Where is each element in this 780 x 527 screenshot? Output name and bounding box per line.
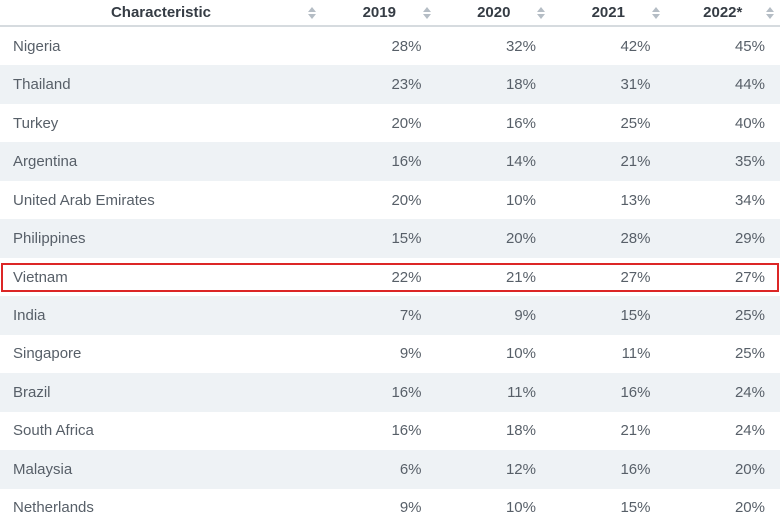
row-characteristic-label: Argentina xyxy=(13,153,78,171)
value-2019: 23% xyxy=(391,76,422,94)
column-header-2022[interactable]: 2022* xyxy=(666,0,780,25)
value-2019: 28% xyxy=(391,37,422,55)
row-characteristic-label: Vietnam xyxy=(13,268,68,286)
value-2019: 16% xyxy=(391,383,422,401)
table-row: Thailand 23% 18% 31% 44% xyxy=(0,65,780,104)
sort-arrows-icon[interactable] xyxy=(308,6,316,19)
row-characteristic-label: India xyxy=(13,307,46,325)
value-2020: 20% xyxy=(505,230,536,248)
value-2019: 20% xyxy=(391,191,422,209)
value-2019: 7% xyxy=(399,307,422,325)
value-2022: 20% xyxy=(734,499,765,517)
value-2021: 16% xyxy=(620,460,651,478)
value-2019: 20% xyxy=(391,114,422,132)
value-2020: 11% xyxy=(507,383,536,401)
value-2022: 45% xyxy=(734,37,765,55)
value-2022: 35% xyxy=(734,153,765,171)
column-header-label: 2021 xyxy=(591,4,625,21)
value-2021: 25% xyxy=(620,114,651,132)
value-2021: 21% xyxy=(620,153,651,171)
table-row: Turkey 20% 16% 25% 40% xyxy=(0,103,780,143)
value-2019: 15% xyxy=(391,230,422,248)
value-2020: 14% xyxy=(505,153,536,171)
row-characteristic-label: Singapore xyxy=(13,345,82,363)
column-header-label: 2020 xyxy=(477,4,511,21)
value-2020: 9% xyxy=(514,307,536,325)
value-2022: 40% xyxy=(734,114,765,132)
value-2021: 28% xyxy=(620,230,651,248)
row-characteristic-label: Brazil xyxy=(13,383,51,401)
value-2020: 16% xyxy=(505,114,536,132)
column-header-label: Characteristic xyxy=(110,4,212,21)
value-2021: 27% xyxy=(620,268,651,286)
value-2021: 16% xyxy=(620,383,651,401)
table-row: Netherlands 9% 10% 15% 20% xyxy=(0,488,780,527)
value-2020: 32% xyxy=(505,37,536,55)
table-row: United Arab Emirates 20% 10% 13% 34% xyxy=(0,180,780,220)
row-characteristic-label: Malaysia xyxy=(13,460,73,478)
table-row: Malaysia 6% 12% 16% 20% xyxy=(0,450,780,489)
column-header-characteristic[interactable]: Characteristic xyxy=(0,0,322,25)
value-2019: 16% xyxy=(391,153,422,171)
column-header-label: 2019 xyxy=(362,4,396,21)
value-2020: 12% xyxy=(505,460,536,478)
value-2022: 27% xyxy=(734,268,765,286)
row-characteristic-label: United Arab Emirates xyxy=(13,191,155,209)
value-2020: 21% xyxy=(505,268,536,286)
row-characteristic-label: Nigeria xyxy=(13,37,61,55)
value-2022: 20% xyxy=(734,460,765,478)
value-2019: 16% xyxy=(391,422,422,440)
value-2021: 13% xyxy=(620,191,651,209)
value-2022: 25% xyxy=(734,345,765,363)
table-header-row: Characteristic 2019 2020 2021 2022* xyxy=(0,0,780,27)
table-row: Vietnam 22% 21% 27% 27% xyxy=(0,257,780,297)
value-2022: 44% xyxy=(734,76,765,94)
column-header-2019[interactable]: 2019 xyxy=(322,0,437,25)
value-2019: 22% xyxy=(391,268,422,286)
value-2021: 42% xyxy=(620,37,651,55)
value-2021: 31% xyxy=(620,76,651,94)
sort-arrows-icon[interactable] xyxy=(537,6,545,19)
value-2022: 25% xyxy=(734,307,765,325)
value-2019: 6% xyxy=(399,460,422,478)
table-row: Argentina 16% 14% 21% 35% xyxy=(0,142,780,181)
value-2020: 10% xyxy=(505,191,536,209)
sort-arrows-icon[interactable] xyxy=(422,6,431,19)
column-header-2021[interactable]: 2021 xyxy=(551,0,666,25)
sort-arrows-icon[interactable] xyxy=(766,6,774,19)
row-characteristic-label: Thailand xyxy=(13,76,71,94)
sort-arrows-icon[interactable] xyxy=(651,6,660,19)
row-characteristic-label: Turkey xyxy=(13,114,59,132)
value-2022: 24% xyxy=(734,383,765,401)
table-body: Nigeria 28% 32% 42% 45% Thailand 23% 18%… xyxy=(0,27,780,527)
column-header-2020[interactable]: 2020 xyxy=(437,0,552,25)
value-2021: 15% xyxy=(620,499,651,517)
table-row: Nigeria 28% 32% 42% 45% xyxy=(0,27,780,66)
value-2020: 10% xyxy=(505,345,536,363)
column-header-label: 2022* xyxy=(703,4,743,21)
table-row: Philippines 15% 20% 28% 29% xyxy=(0,219,780,258)
row-characteristic-label: Netherlands xyxy=(13,499,94,517)
value-2020: 18% xyxy=(505,76,536,94)
value-2021: 15% xyxy=(620,307,651,325)
value-2021: 11% xyxy=(621,345,651,363)
table-row: Brazil 16% 11% 16% 24% xyxy=(0,373,780,412)
value-2019: 9% xyxy=(399,345,422,363)
row-characteristic-label: Philippines xyxy=(13,230,86,248)
row-characteristic-label: South Africa xyxy=(13,422,94,440)
table-row: India 7% 9% 15% 25% xyxy=(0,296,780,335)
table-row: South Africa 16% 18% 21% 24% xyxy=(0,411,780,451)
value-2022: 34% xyxy=(734,191,765,209)
value-2020: 18% xyxy=(505,422,536,440)
table-row: Singapore 9% 10% 11% 25% xyxy=(0,334,780,374)
value-2019: 9% xyxy=(399,499,422,517)
value-2022: 24% xyxy=(734,422,765,440)
value-2022: 29% xyxy=(734,230,765,248)
value-2020: 10% xyxy=(505,499,536,517)
value-2021: 21% xyxy=(620,422,651,440)
